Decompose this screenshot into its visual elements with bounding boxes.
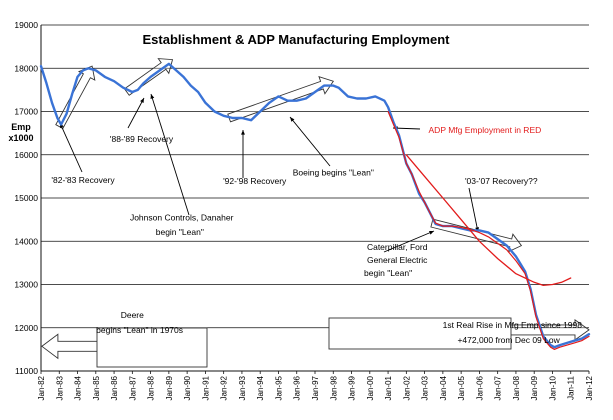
pointer-boeing-head <box>290 117 295 122</box>
x-tick-labels: Jan-82 Jan-83 Jan-84 Jan-85 Jan-86 Jan-87 Jan-… <box>37 375 594 400</box>
x-tick-label: Jan-83 <box>55 375 64 400</box>
y-tick-labels: 11000 12000 13000 14000 15000 16000 17000 18000… <box>14 20 38 376</box>
y-tick-label: 13000 <box>14 280 38 290</box>
x-tick-label: Jan-91 <box>201 375 210 400</box>
pointer-boeing <box>289 116 331 167</box>
recovery-arrow-88-89 <box>123 58 174 96</box>
x-tick-label: Jan-00 <box>366 375 375 400</box>
annotation-label: begin "Lean" <box>364 268 412 278</box>
x-tick-label: Jan-96 <box>293 375 302 400</box>
y-tick-label: 17000 <box>14 107 38 117</box>
x-tick-label: Jan-84 <box>74 375 83 400</box>
annotation-label: Deere <box>121 310 144 320</box>
x-tick-label: Jan-95 <box>274 375 283 400</box>
series-line-1 <box>39 62 591 349</box>
x-tick-label: Jan-90 <box>183 375 192 400</box>
y-axis-label-line: x1000 <box>8 133 33 143</box>
x-tick-label: Jan-99 <box>348 375 357 400</box>
pointer-johnson-controls <box>150 93 190 216</box>
x-tick-label: Jan-94 <box>256 375 265 400</box>
x-tick-label: Jan-88 <box>147 375 156 400</box>
y-tick-label: 12000 <box>14 323 38 333</box>
recovery-arrow-82-83 <box>55 65 96 130</box>
x-tick-label: Jan-12 <box>585 375 594 400</box>
pointer-92-98-head <box>241 130 245 135</box>
pointer-88-89-head <box>140 98 144 103</box>
pointer-03-07 <box>468 187 479 233</box>
annotation-label: Johnson Controls, Danaher <box>130 213 234 223</box>
annotation-label: ADP Mfg Employment in RED <box>429 125 542 135</box>
annotation-label: 1st Real Rise in Mfg Emp since 1998 <box>443 320 583 330</box>
annotation-labels: '82-'83 Recovery '88-'89 Recovery Johnson … <box>51 125 582 345</box>
annotation-label: '82-'83 Recovery <box>51 175 115 185</box>
y-tick-label: 19000 <box>14 20 38 30</box>
series-line-2 <box>387 110 590 350</box>
x-tick-label: Jan-93 <box>238 375 247 400</box>
x-tick-label: Jan-98 <box>329 375 338 400</box>
y-tick-label: 18000 <box>14 63 38 73</box>
x-tick-label: Jan-87 <box>128 375 137 400</box>
pointer-johnson-controls-head <box>150 94 155 99</box>
series-line-3 <box>405 154 572 287</box>
x-tick-label: Jan-05 <box>457 375 466 400</box>
pointer-caterpillar <box>383 230 435 253</box>
x-tick-label: Jan-10 <box>548 375 557 400</box>
pointer-88-89 <box>127 97 145 129</box>
annotation-label: General Electric <box>367 255 428 265</box>
annotation-label: Caterpillar, Ford <box>367 242 428 252</box>
y-axis-label-line: Emp <box>11 122 31 132</box>
x-tick-label: Jan-86 <box>110 375 119 400</box>
pointer-82-83 <box>59 122 83 173</box>
x-tick-label: Jan-97 <box>311 375 320 400</box>
annotation-label: Boeing begins "Lean" <box>293 168 374 178</box>
annotation-label: begin "Lean" <box>156 227 204 237</box>
recovery-arrow-92-98 <box>227 76 335 123</box>
x-tick-label: Jan-06 <box>475 375 484 400</box>
x-tick-label: Jan-02 <box>402 375 411 400</box>
x-tick-label: Jan-11 <box>567 375 576 399</box>
y-axis-label: Emp x1000 <box>8 122 33 143</box>
series-lines <box>39 62 591 350</box>
x-tick-label: Jan-07 <box>494 375 503 400</box>
x-tick-label: Jan-01 <box>384 375 393 400</box>
annotation-label: '88-'89 Recovery <box>110 134 174 144</box>
x-tick-label: Jan-03 <box>421 375 430 400</box>
y-tick-label: 11000 <box>15 366 38 376</box>
y-tick-label: 15000 <box>14 193 38 203</box>
pointer-caterpillar-head <box>429 230 434 235</box>
chart-title: Establishment & ADP Manufacturing Employ… <box>143 32 451 47</box>
annotation-label: '92-'98 Recovery <box>223 176 287 186</box>
x-tick-label: Jan-89 <box>165 375 174 400</box>
y-tick-label: 14000 <box>14 236 38 246</box>
axes <box>40 25 590 374</box>
x-tick-label: Jan-82 <box>37 375 46 400</box>
annotation-label: '03-'07 Recovery?? <box>465 176 538 186</box>
annotation-shapes <box>41 58 590 368</box>
real-rise-box <box>328 317 512 350</box>
x-tick-label: Jan-85 <box>92 375 101 400</box>
annotation-label: +472,000 from Dec 09 Low <box>457 335 560 345</box>
x-tick-label: Jan-08 <box>512 375 521 400</box>
x-tick-label: Jan-92 <box>220 375 229 400</box>
y-tick-label: 16000 <box>14 150 38 160</box>
annotation-label: begins "Lean" in 1970s <box>96 325 183 335</box>
x-tick-label: Jan-04 <box>439 375 448 400</box>
deere-box <box>96 327 208 368</box>
x-tick-label: Jan-09 <box>530 375 539 400</box>
